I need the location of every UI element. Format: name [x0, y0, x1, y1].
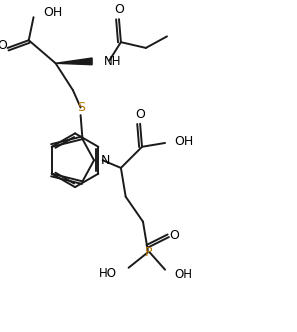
Text: O: O	[135, 108, 145, 121]
Text: NH: NH	[104, 55, 121, 68]
Polygon shape	[56, 58, 92, 65]
Text: O: O	[114, 3, 124, 16]
Text: P: P	[145, 246, 152, 259]
Text: O: O	[0, 40, 7, 52]
Text: HO: HO	[99, 267, 117, 280]
Text: O: O	[170, 229, 180, 242]
Text: N: N	[101, 154, 110, 167]
Text: S: S	[78, 101, 86, 114]
Text: OH: OH	[175, 268, 193, 281]
Text: OH: OH	[43, 6, 62, 19]
Text: OH: OH	[175, 134, 194, 147]
